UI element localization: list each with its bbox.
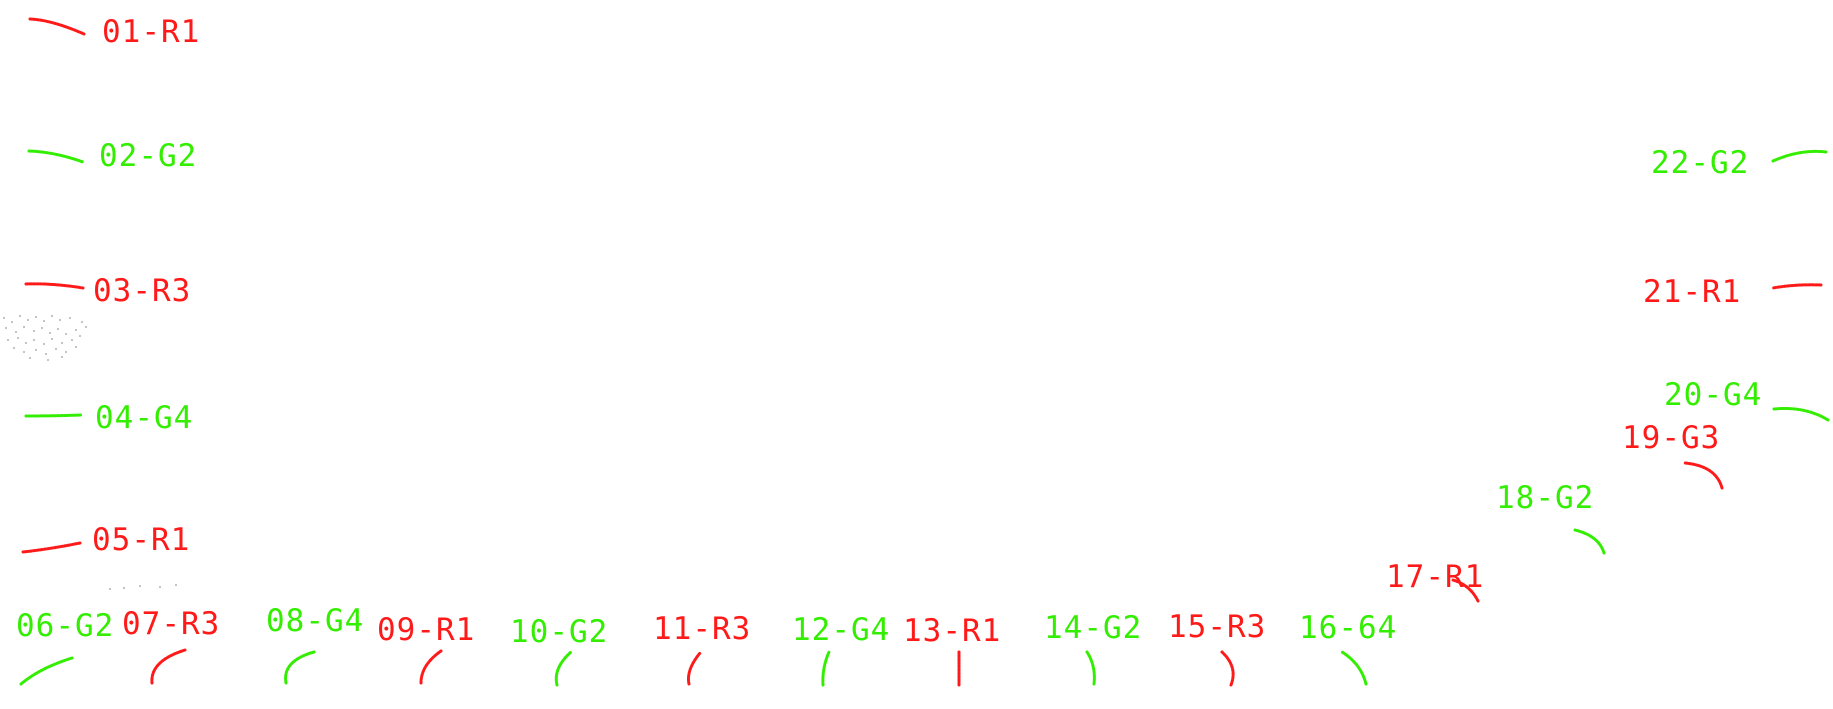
marker-label-01: 01-R1 (102, 14, 201, 50)
marker-label-15: 15-R3 (1168, 609, 1267, 645)
noise-dot (65, 333, 67, 335)
noise-dot (25, 342, 27, 344)
noise-dot (17, 337, 19, 339)
marker-label-09: 09-R1 (377, 612, 476, 648)
marker-stroke-16 (1340, 650, 1368, 686)
noise-dot (3, 317, 5, 319)
noise-dot (33, 339, 35, 341)
marker-label-05: 05-R1 (92, 522, 191, 558)
noise-dot (81, 321, 83, 323)
marker-label-18: 18-G2 (1496, 480, 1595, 516)
marker-stroke-19 (1683, 461, 1724, 490)
marker-stroke-05 (21, 541, 82, 554)
marker-label-12: 12-G4 (792, 612, 891, 648)
marker-label-10: 10-G2 (510, 614, 609, 650)
noise-dot (19, 315, 21, 317)
noise-dot (41, 327, 43, 329)
marker-stroke-11 (687, 651, 702, 686)
noise-dot (57, 328, 59, 330)
noise-dot (51, 315, 53, 317)
marker-label-14: 14-G2 (1044, 610, 1143, 646)
marker-label-11: 11-R3 (653, 611, 752, 647)
marker-stroke-06 (19, 656, 74, 686)
noise-dot (69, 317, 71, 319)
marker-label-17: 17-R1 (1386, 559, 1485, 595)
noise-dot (15, 331, 17, 333)
marker-stroke-02 (27, 149, 85, 164)
noise-dot (159, 586, 161, 588)
marker-label-20: 20-G4 (1664, 377, 1763, 413)
noise-dot (29, 357, 31, 359)
marker-label-16: 16-64 (1299, 610, 1398, 646)
noise-dot (175, 584, 177, 586)
marker-label-13: 13-R1 (903, 613, 1002, 649)
noise-dot (7, 339, 9, 341)
noise-dot (139, 585, 141, 587)
noise-dot (5, 327, 7, 329)
marker-label-21: 21-R1 (1643, 274, 1742, 310)
noise-dot (75, 346, 77, 348)
marker-label-04: 04-G4 (95, 400, 194, 436)
marker-label-19: 19-G3 (1622, 420, 1721, 456)
marker-label-06: 06-G2 (16, 608, 115, 644)
noise-dot (47, 359, 49, 361)
marker-label-02: 02-G2 (99, 138, 198, 174)
marker-stroke-20 (1772, 407, 1830, 422)
marker-label-07: 07-R3 (122, 606, 221, 642)
noise-dot (13, 347, 15, 349)
noise-dot (59, 319, 61, 321)
marker-stroke-18 (1573, 528, 1606, 555)
marker-stroke-10 (554, 650, 573, 687)
marker-stroke-17 (1451, 578, 1480, 603)
marker-stroke-07 (150, 648, 187, 685)
noise-dot (27, 319, 29, 321)
marker-stroke-03 (24, 282, 85, 290)
noise-dot (45, 353, 47, 355)
noise-dot (123, 587, 125, 589)
marker-stroke-21 (1771, 283, 1823, 290)
noise-dot (51, 338, 53, 340)
noise-dot (11, 321, 13, 323)
noise-dot (75, 329, 77, 331)
noise-dot (71, 339, 73, 341)
marker-label-03: 03-R3 (93, 273, 192, 309)
noise-dot (55, 348, 57, 350)
marker-stroke-22 (1771, 149, 1828, 163)
noise-dot (79, 335, 81, 337)
noise-dot (35, 316, 37, 318)
marker-label-08: 08-G4 (266, 603, 365, 639)
marker-stroke-14 (1085, 650, 1096, 686)
marker-label-22: 22-G2 (1651, 145, 1750, 181)
marker-stroke-15 (1220, 650, 1235, 687)
noise-dot (85, 326, 87, 328)
noise-dot (49, 332, 51, 334)
noise-dot (43, 320, 45, 322)
noise-dot (35, 349, 37, 351)
noise-dot (23, 351, 25, 353)
noise-cluster (3, 315, 177, 590)
marker-stroke-01 (28, 17, 86, 36)
marker-stroke-09 (419, 649, 443, 685)
noise-dot (61, 356, 63, 358)
noise-dot (109, 588, 111, 590)
marker-stroke-04 (24, 413, 83, 418)
marker-stroke-08 (284, 650, 316, 685)
noise-dot (33, 330, 35, 332)
noise-dot (65, 351, 67, 353)
noise-dot (43, 343, 45, 345)
marker-stroke-12 (821, 650, 831, 687)
noise-dot (61, 342, 63, 344)
noise-dot (23, 326, 25, 328)
